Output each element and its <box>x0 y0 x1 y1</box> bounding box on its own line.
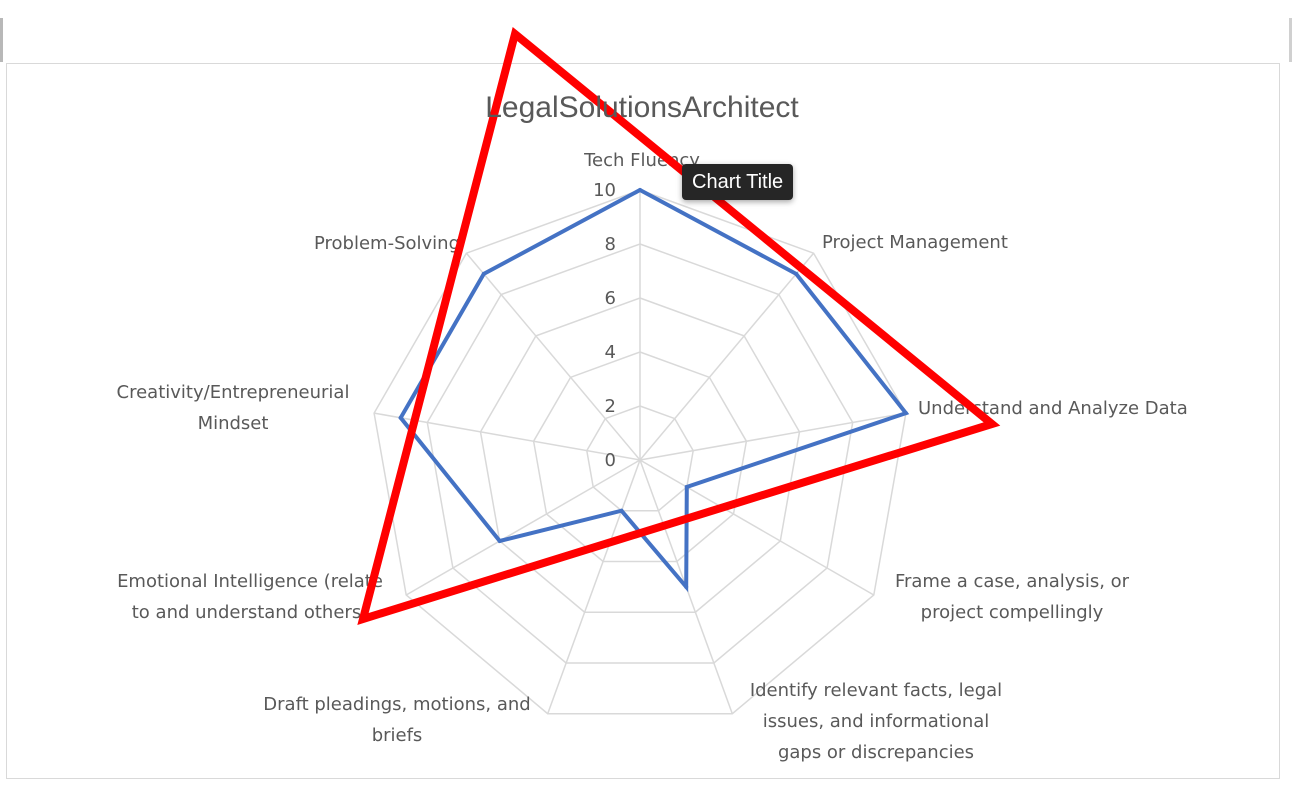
series-point[interactable] <box>481 271 486 276</box>
series-point[interactable] <box>398 415 403 420</box>
category-label: Project Management <box>822 232 1008 253</box>
chart-area[interactable] <box>6 63 1280 779</box>
series-line[interactable] <box>398 187 910 593</box>
category-label: Draft pleadings, motions, and briefs <box>263 694 530 746</box>
series-point[interactable] <box>497 539 502 543</box>
radial-tick-label: 2 <box>605 396 616 417</box>
grid-spoke <box>465 252 641 461</box>
grid-spoke <box>639 252 815 461</box>
annotation-layer <box>357 26 1001 625</box>
grid-spoke <box>639 459 875 596</box>
series-point[interactable] <box>903 411 908 416</box>
series-point[interactable] <box>638 188 642 192</box>
grid-ring <box>426 243 854 664</box>
red-triangle-annotation <box>357 26 1001 625</box>
radial-tick-label: 4 <box>605 342 616 363</box>
window-edge-right <box>1289 18 1292 62</box>
grid-ring <box>479 297 801 613</box>
chart-title-tooltip: Chart Title <box>682 164 794 200</box>
radial-tick-label: 8 <box>605 234 616 255</box>
radial-tick-labels: 0 2 4 6 8 10 <box>593 180 616 471</box>
grid-spoke <box>639 412 907 461</box>
grid-spoke <box>405 459 641 596</box>
radial-tick-label: 10 <box>593 180 616 201</box>
grid-ring <box>586 405 694 512</box>
category-label: Problem-Solving <box>314 233 460 254</box>
radial-tick-label: 0 <box>605 450 616 471</box>
series-point[interactable] <box>684 485 689 489</box>
window-edge-left <box>0 18 3 62</box>
category-label: Identify relevant facts, legal issues, an… <box>750 680 1002 763</box>
radar-grid <box>373 189 907 715</box>
grid-spoke <box>546 459 641 714</box>
category-label: Emotional Intelligence (relate to and und… <box>117 571 383 623</box>
category-label: Creativity/Entrepreneurial Mindset <box>117 382 350 434</box>
series-layer <box>398 187 910 593</box>
grid-ring <box>373 189 907 715</box>
category-label: Frame a case, analysis, or project compel… <box>895 571 1130 623</box>
radial-tick-label: 6 <box>605 288 616 309</box>
series-point[interactable] <box>619 508 624 513</box>
series-point[interactable] <box>684 584 689 589</box>
series-point[interactable] <box>794 271 799 276</box>
grid-ring <box>532 351 748 563</box>
chart-title[interactable]: LegalSolutionsArchitect <box>485 91 799 124</box>
